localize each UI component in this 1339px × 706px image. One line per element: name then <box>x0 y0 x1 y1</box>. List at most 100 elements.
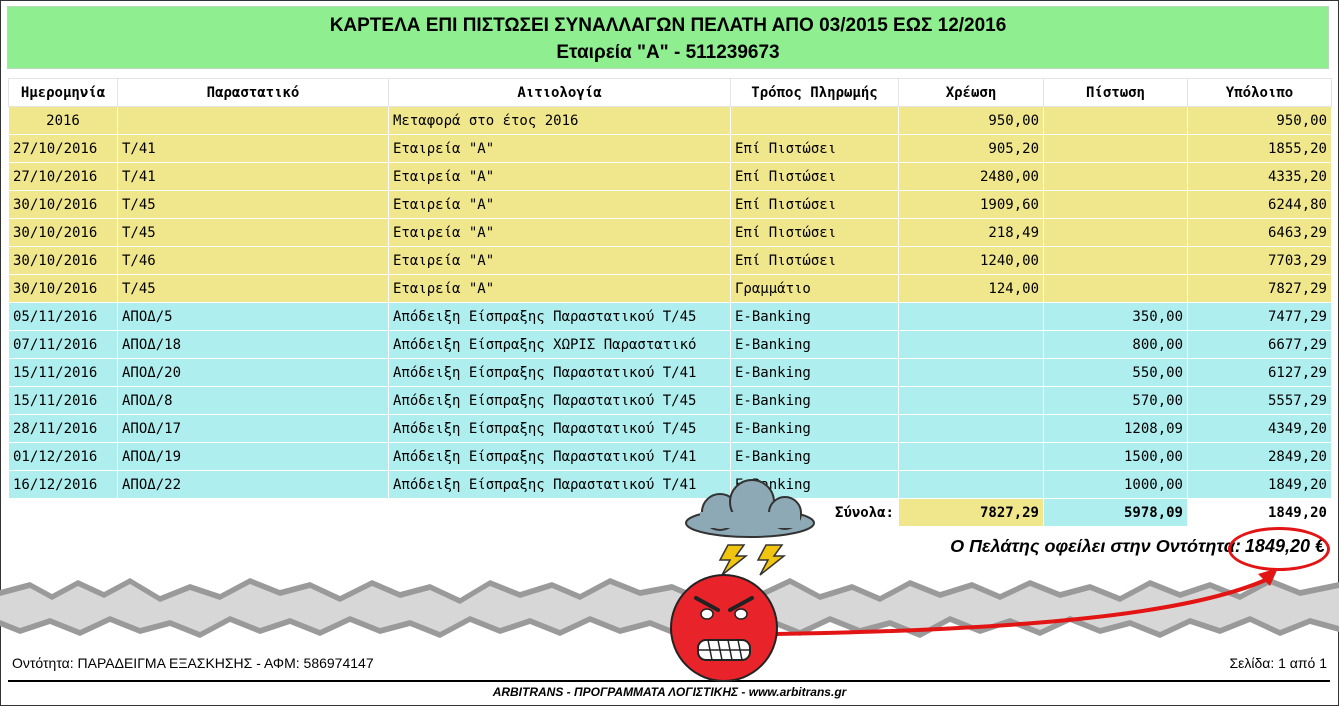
cell-date: 27/10/2016 <box>8 162 118 191</box>
cell-reason: Εταιρεία "Α" <box>388 134 731 163</box>
cell-date: 28/11/2016 <box>8 414 118 443</box>
cell-debit <box>898 358 1044 387</box>
cell-date: 15/11/2016 <box>8 386 118 415</box>
cell-method <box>730 106 899 135</box>
cell-date: 30/10/2016 <box>8 274 118 303</box>
cell-debit: 1240,00 <box>898 246 1044 275</box>
cell-debit: 1909,60 <box>898 190 1044 219</box>
cell-debit <box>898 330 1044 359</box>
cell-date: 30/10/2016 <box>8 190 118 219</box>
cell-method: E-Banking <box>730 386 899 415</box>
table-row: 27/10/2016 Τ/41 Εταιρεία "Α" Επί Πιστώσε… <box>8 134 1332 163</box>
cell-method: E-Banking <box>730 330 899 359</box>
cell-balance: 1855,20 <box>1187 134 1332 163</box>
col-date: Ημερομηνία <box>8 78 118 107</box>
cell-method: E-Banking <box>730 470 899 499</box>
cell-date: 16/12/2016 <box>8 470 118 499</box>
report-header: ΚΑΡΤΕΛΑ ΕΠΙ ΠΙΣΤΩΣΕΙ ΣΥΝΑΛΛΑΓΩΝ ΠΕΛΑΤΗ Α… <box>7 6 1329 69</box>
table-row: 01/12/2016 ΑΠΟΔ/19 Απόδειξη Είσπραξης Πα… <box>8 442 1332 471</box>
cell-credit <box>1043 190 1188 219</box>
cell-balance: 1849,20 <box>1187 470 1332 499</box>
page-number: Σελίδα: 1 από 1 <box>1229 655 1327 671</box>
cell-method: Επί Πιστώσει <box>730 134 899 163</box>
cell-credit: 800,00 <box>1043 330 1188 359</box>
cell-date: 15/11/2016 <box>8 358 118 387</box>
table-row: 15/11/2016 ΑΠΟΔ/20 Απόδειξη Είσπραξης Πα… <box>8 358 1332 387</box>
cell-date: 01/12/2016 <box>8 442 118 471</box>
cell-credit <box>1043 106 1188 135</box>
cell-balance: 6677,29 <box>1187 330 1332 359</box>
cell-document: Τ/41 <box>117 134 389 163</box>
col-payment-method: Τρόπος Πληρωμής <box>730 78 899 107</box>
cell-document: ΑΠΟΔ/22 <box>117 470 389 499</box>
cell-credit: 1208,09 <box>1043 414 1188 443</box>
table-row: 28/11/2016 ΑΠΟΔ/17 Απόδειξη Είσπραξης Πα… <box>8 414 1332 443</box>
cell-balance: 950,00 <box>1187 106 1332 135</box>
cell-credit <box>1043 134 1188 163</box>
cell-credit: 350,00 <box>1043 302 1188 331</box>
cell-debit <box>898 470 1044 499</box>
cell-method: E-Banking <box>730 302 899 331</box>
cell-document: Τ/45 <box>117 218 389 247</box>
cell-document: ΑΠΟΔ/19 <box>117 442 389 471</box>
cell-balance: 5557,29 <box>1187 386 1332 415</box>
table-row: 30/10/2016 Τ/45 Εταιρεία "Α" Επί Πιστώσε… <box>8 190 1332 219</box>
cell-date: 05/11/2016 <box>8 302 118 331</box>
cell-credit <box>1043 274 1188 303</box>
cell-balance: 6244,80 <box>1187 190 1332 219</box>
cell-reason: Απόδειξη Είσπραξης Παραστατικού Τ/45 <box>388 414 731 443</box>
table-row: 2016 Μεταφορά στο έτος 2016 950,00 950,0… <box>8 106 1332 135</box>
entity-info: Οντότητα: ΠΑΡΑΔΕΙΓΜΑ ΕΞΑΣΚΗΣΗΣ - ΑΦΜ: 58… <box>12 655 374 671</box>
cell-credit: 1500,00 <box>1043 442 1188 471</box>
cell-document: Τ/46 <box>117 246 389 275</box>
report-subtitle: Εταιρεία "Α" - 511239673 <box>556 42 780 63</box>
cell-date: 30/10/2016 <box>8 218 118 247</box>
table-row: 16/12/2016 ΑΠΟΔ/22 Απόδειξη Είσπραξης Πα… <box>8 470 1332 499</box>
cell-method: Επί Πιστώσει <box>730 218 899 247</box>
amount-owed-label: Ο Πελάτης οφείλει στην Οντότητα: <box>950 536 1241 556</box>
cell-method: Γραμμάτιο <box>730 274 899 303</box>
ledger-table: Ημερομηνία Παραστατικό Αιτιολογία Τρόπος… <box>8 78 1332 527</box>
cell-date: 2016 <box>8 106 118 135</box>
table-row: 05/11/2016 ΑΠΟΔ/5 Απόδειξη Είσπραξης Παρ… <box>8 302 1332 331</box>
cell-date: 27/10/2016 <box>8 134 118 163</box>
header-row: Ημερομηνία Παραστατικό Αιτιολογία Τρόπος… <box>8 78 1332 107</box>
cell-method: Επί Πιστώσει <box>730 162 899 191</box>
footer-brand: ARBITRANS - ΠΡΟΓΡΑΜΜΑΤΑ ΛΟΓΙΣΤΙΚΗΣ - www… <box>492 685 847 699</box>
torn-paper-divider <box>0 578 1339 638</box>
cell-debit: 950,00 <box>898 106 1044 135</box>
table-row: 30/10/2016 Τ/46 Εταιρεία "Α" Επί Πιστώσε… <box>8 246 1332 275</box>
cell-balance: 2849,20 <box>1187 442 1332 471</box>
cell-debit: 905,20 <box>898 134 1044 163</box>
cell-reason: Εταιρεία "Α" <box>388 274 731 303</box>
amount-highlight-circle <box>1228 527 1330 571</box>
cell-reason: Απόδειξη Είσπραξης Παραστατικού Τ/41 <box>388 358 731 387</box>
total-credit: 5978,09 <box>1043 498 1188 527</box>
cell-balance: 4349,20 <box>1187 414 1332 443</box>
cell-document: ΑΠΟΔ/17 <box>117 414 389 443</box>
col-credit: Πίστωση <box>1043 78 1188 107</box>
cell-document: ΑΠΟΔ/8 <box>117 386 389 415</box>
footer-divider <box>8 680 1330 682</box>
cell-reason: Απόδειξη Είσπραξης Παραστατικού Τ/41 <box>388 470 731 499</box>
col-debit: Χρέωση <box>898 78 1044 107</box>
cell-balance: 7477,29 <box>1187 302 1332 331</box>
cell-reason: Απόδειξη Είσπραξης Παραστατικού Τ/45 <box>388 386 731 415</box>
cell-document: ΑΠΟΔ/18 <box>117 330 389 359</box>
table-row: 30/10/2016 Τ/45 Εταιρεία "Α" Επί Πιστώσε… <box>8 218 1332 247</box>
cell-balance: 6127,29 <box>1187 358 1332 387</box>
col-balance: Υπόλοιπο <box>1187 78 1332 107</box>
cell-credit: 550,00 <box>1043 358 1188 387</box>
cell-balance: 6463,29 <box>1187 218 1332 247</box>
cell-reason: Απόδειξη Είσπραξης Παραστατικού Τ/45 <box>388 302 731 331</box>
cell-credit <box>1043 162 1188 191</box>
cell-method: E-Banking <box>730 414 899 443</box>
cell-credit: 570,00 <box>1043 386 1188 415</box>
col-document: Παραστατικό <box>117 78 389 107</box>
cell-reason: Εταιρεία "Α" <box>388 246 731 275</box>
cell-balance: 7703,29 <box>1187 246 1332 275</box>
cell-method: E-Banking <box>730 442 899 471</box>
cell-reason: Εταιρεία "Α" <box>388 162 731 191</box>
cell-balance: 4335,20 <box>1187 162 1332 191</box>
table-row: 30/10/2016 Τ/45 Εταιρεία "Α" Γραμμάτιο 1… <box>8 274 1332 303</box>
